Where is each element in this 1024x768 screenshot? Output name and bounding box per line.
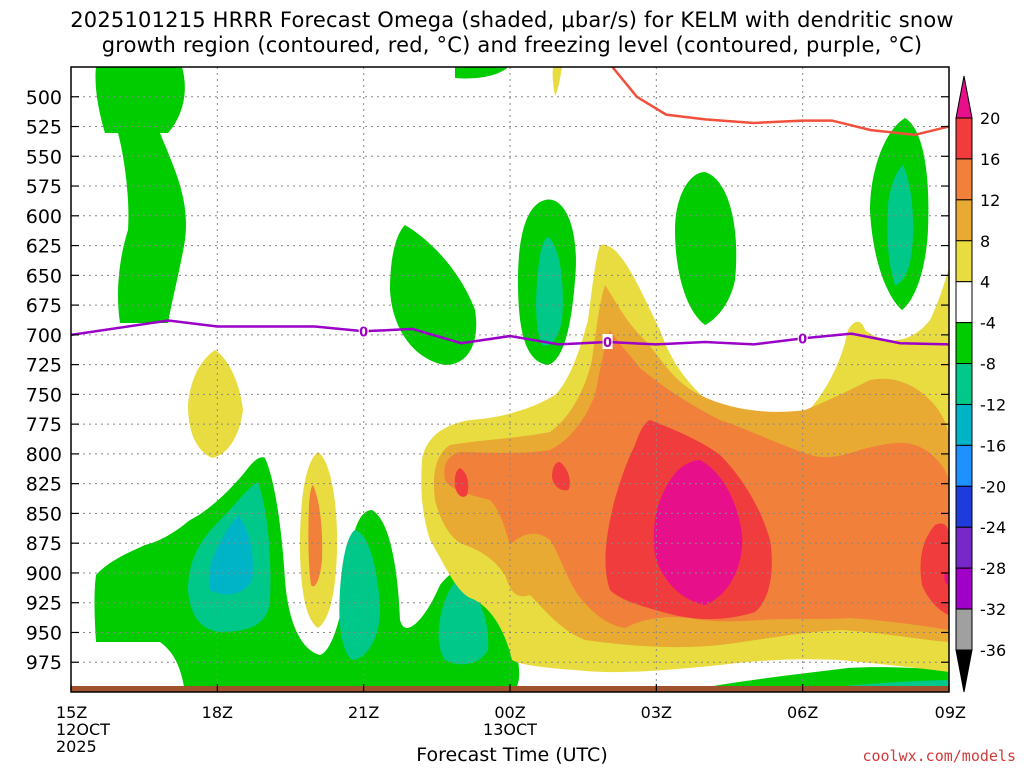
y-tick-label: 725 xyxy=(26,355,62,377)
colorbar-segment xyxy=(955,485,973,528)
freezing-level-line xyxy=(71,319,949,346)
y-tick-label: 950 xyxy=(26,622,62,644)
y-tick-label: 500 xyxy=(26,87,62,109)
colorbar-label: 16 xyxy=(980,150,1000,169)
x-tick-label: 09Z xyxy=(935,703,966,722)
x-tick-label: 13OCT xyxy=(483,720,537,739)
omega-region-magenta-b xyxy=(944,572,949,585)
omega-region-cyan-a xyxy=(208,515,253,595)
colorbar-segment xyxy=(955,158,973,201)
y-tick-label: 675 xyxy=(26,295,62,317)
omega-region-green-g xyxy=(94,457,520,692)
y-tick-label: 600 xyxy=(26,206,62,228)
y-tick-label: 975 xyxy=(26,652,62,674)
omega-region-teal-d xyxy=(536,237,563,346)
colorbar-label: -28 xyxy=(980,559,1006,578)
omega-region-teal-e xyxy=(887,165,914,285)
colorbar-label: 4 xyxy=(980,273,990,292)
colorbar-segment xyxy=(955,526,973,569)
x-tick-label: 15Z xyxy=(56,703,87,722)
y-tick-label: 925 xyxy=(26,593,62,615)
omega-region-red-c xyxy=(454,468,469,497)
omega-region-yellow-a xyxy=(188,350,243,458)
colorbar-bottom-arrow xyxy=(955,649,973,693)
site-credit: coolwx.com/models xyxy=(862,747,1016,765)
colorbar-label: -8 xyxy=(980,355,996,374)
y-tick-label: 800 xyxy=(26,444,62,466)
freezing-level-label: 0 xyxy=(359,325,368,340)
y-tick-label: 550 xyxy=(26,146,62,168)
colorbar: 20 16 12 8 4 -4 -8 -12 -16 -20 -24 -28 -32 -36 xyxy=(955,75,1006,693)
omega-region-red-d xyxy=(552,462,570,491)
colorbar-label: -32 xyxy=(980,600,1006,619)
colorbar-label: -24 xyxy=(980,518,1006,537)
y-tick-label: 575 xyxy=(26,176,62,198)
colorbar-label: -20 xyxy=(980,477,1006,496)
colorbar-segment xyxy=(955,403,973,446)
omega-region-magenta-a xyxy=(653,460,743,605)
colorbar-label: -16 xyxy=(980,436,1006,455)
colorbar-segment xyxy=(955,567,973,610)
colorbar-label: -12 xyxy=(980,395,1006,414)
freezing-level-label: 0 xyxy=(798,332,807,347)
y-tick-label: 825 xyxy=(26,474,62,496)
x-tick-label: 00Z xyxy=(494,703,525,722)
x-tick-label: 12OCT xyxy=(56,720,110,739)
colorbar-segment xyxy=(955,199,973,242)
colorbar-segment xyxy=(955,281,973,324)
chart-title-line-2: growth region (contoured, red, °C) and f… xyxy=(101,33,923,57)
colorbar-label: 8 xyxy=(980,232,990,251)
chart-title-line-1: 2025101215 HRRR Forecast Omega (shaded, … xyxy=(70,8,954,32)
omega-region-orange-b xyxy=(308,485,323,587)
colorbar-label: 12 xyxy=(980,191,1000,210)
y-tick-label: 850 xyxy=(26,503,62,525)
x-tick-label: 03Z xyxy=(641,703,672,722)
omega-region-green-e xyxy=(675,172,737,325)
colorbar-label: -4 xyxy=(980,314,996,333)
omega-region-green-a xyxy=(95,67,186,323)
colorbar-top-arrow xyxy=(955,75,973,119)
omega-region-teal-c xyxy=(438,580,489,665)
omega-region-yellow-c xyxy=(552,67,562,96)
y-tick-label: 750 xyxy=(26,384,62,406)
y-tick-label: 700 xyxy=(26,325,62,347)
y-tick-label: 525 xyxy=(26,117,62,139)
omega-region-green-b xyxy=(455,67,508,79)
x-tick-label: 18Z xyxy=(202,703,233,722)
y-tick-label: 775 xyxy=(26,414,62,436)
x-tick-label: 2025 xyxy=(56,737,97,756)
freezing-level-labels: 0 0 0 xyxy=(358,323,808,351)
colorbar-segment xyxy=(955,444,973,487)
colorbar-segment xyxy=(955,608,973,651)
freezing-label-bg xyxy=(797,330,808,346)
y-tick-label: 650 xyxy=(26,265,62,287)
freezing-level-label: 0 xyxy=(603,336,612,351)
omega-region-red-b xyxy=(920,523,949,615)
y-axis-ticks: 500 525 550 575 600 625 650 675 700 725 750 775 800 8… xyxy=(26,87,949,674)
colorbar-segment xyxy=(955,240,973,283)
colorbar-label: 20 xyxy=(980,109,1000,128)
x-axis-title: Forecast Time (UTC) xyxy=(416,744,608,766)
x-tick-label: 21Z xyxy=(348,703,379,722)
y-tick-label: 875 xyxy=(26,533,62,555)
colorbar-segment xyxy=(955,322,973,365)
colorbar-label: -36 xyxy=(980,641,1006,660)
colorbar-segment xyxy=(955,117,973,160)
y-tick-label: 900 xyxy=(26,563,62,585)
omega-region-teal-b xyxy=(339,530,380,660)
colorbar-segment xyxy=(955,363,973,405)
x-tick-label: 06Z xyxy=(787,703,818,722)
y-tick-label: 625 xyxy=(26,236,62,258)
freezing-label-bg xyxy=(602,334,613,349)
freezing-label-bg xyxy=(358,323,369,339)
dgz-contour-line xyxy=(611,67,949,137)
